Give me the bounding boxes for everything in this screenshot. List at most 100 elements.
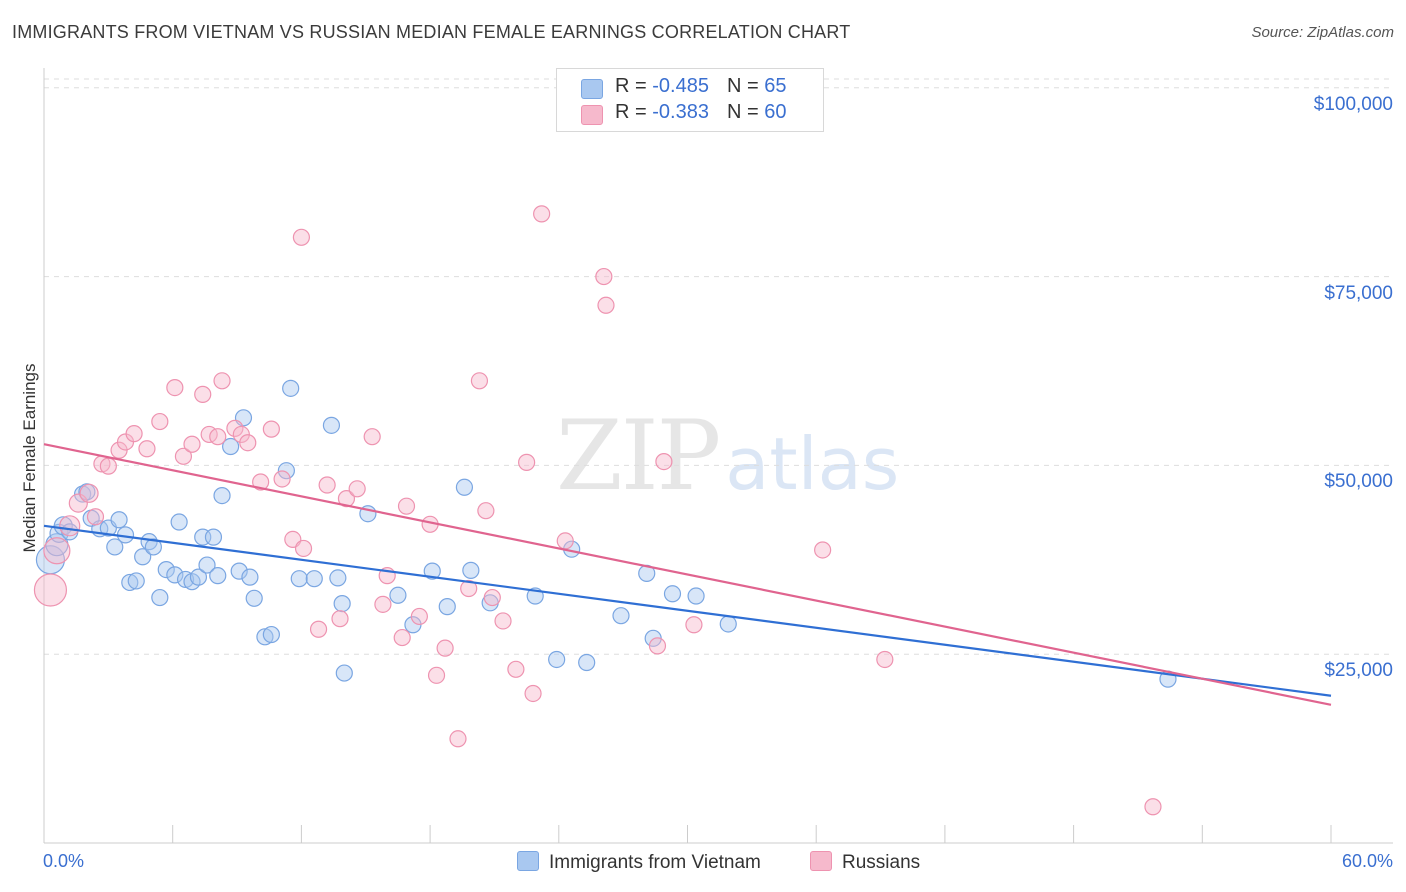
russian-point-53	[556, 532, 574, 550]
russian-point-45	[470, 372, 489, 390]
russian-point-12	[151, 412, 169, 431]
legend-r-value: -0.485	[652, 75, 709, 97]
vietnam-point-51	[462, 561, 480, 579]
russian-point-1	[43, 537, 71, 565]
russian-point-33	[348, 480, 366, 498]
vietnam-point-10	[106, 538, 124, 556]
legend-stats-russian: R = -0.383 N = 60	[615, 101, 786, 124]
russian-point-24	[262, 420, 280, 438]
russian-point-27	[292, 228, 310, 246]
russian-point-18	[209, 428, 227, 446]
vietnam-point-28	[209, 567, 227, 585]
vietnam-point-15	[134, 548, 152, 566]
russian-point-50	[518, 453, 536, 471]
russian-point-38	[397, 497, 416, 515]
russian-point-10	[125, 425, 143, 443]
series-name-russian: Russians	[842, 852, 921, 873]
russian-point-14	[174, 447, 193, 465]
vietnam-point-42	[329, 569, 347, 587]
russian-point-35	[374, 595, 392, 613]
vietnam-point-60	[663, 585, 682, 603]
series-swatch-vietnam	[517, 851, 539, 871]
series-swatch-russian	[810, 851, 832, 871]
russian-point-47	[483, 588, 501, 607]
vietnam-point-18	[151, 588, 169, 607]
series-legend-vietnam: Immigrants from Vietnam	[517, 851, 761, 877]
russian-point-15	[183, 435, 201, 453]
legend-n-value: 60	[764, 101, 787, 123]
russian-point-61	[1144, 798, 1162, 816]
russian-point-23	[252, 473, 270, 491]
russian-point-54	[595, 267, 613, 286]
y-tick-label-0: $25,000	[1324, 660, 1393, 682]
vietnam-point-35	[256, 628, 274, 646]
russian-point-32	[337, 490, 356, 508]
russian-point-29	[309, 620, 328, 638]
vietnam-point-41	[322, 416, 341, 434]
russian-point-3	[68, 493, 88, 513]
y-axis-label: Median Female Earnings	[20, 363, 39, 553]
russian-point-43	[449, 730, 467, 748]
russian-point-42	[436, 639, 454, 657]
correlation-legend: R = -0.485 N = 65 R = -0.383 N = 60	[556, 68, 824, 132]
vietnam-point-38	[282, 379, 300, 397]
vietnam-point-21	[170, 513, 188, 531]
x-tick-label-min: 0.0%	[43, 851, 85, 871]
vietnam-point-3	[53, 516, 73, 536]
russian-point-20	[226, 419, 244, 437]
vietnam-point-33	[241, 568, 259, 586]
russian-point-16	[194, 385, 212, 403]
russian-point-2	[59, 515, 81, 537]
vietnam-point-14	[127, 572, 145, 590]
trend-line-russian	[43, 443, 1332, 706]
vietnam-point-50	[455, 478, 474, 496]
vietnam-point-20	[166, 566, 184, 584]
trend-line-vietnam	[43, 524, 1332, 697]
vietnam-point-49	[438, 598, 456, 616]
russian-point-41	[427, 666, 446, 684]
watermark-zip: ZIP	[556, 400, 721, 512]
vietnam-point-13	[121, 573, 139, 592]
legend-r-label: R =	[615, 101, 653, 123]
vietnam-point-46	[389, 586, 407, 604]
y-tick-label-3: $100,000	[1313, 93, 1393, 115]
vietnam-point-37	[277, 462, 295, 480]
russian-point-13	[166, 378, 184, 397]
vietnam-point-17	[144, 538, 162, 556]
legend-n-value: 65	[764, 75, 787, 97]
russian-point-5	[86, 508, 105, 526]
vietnam-point-40	[305, 570, 323, 588]
trend-lines	[43, 443, 1332, 706]
vietnam-point-44	[335, 664, 353, 682]
vietnam-point-22	[176, 570, 195, 589]
legend-r-value: -0.383	[652, 101, 709, 123]
series-name-vietnam: Immigrants from Vietnam	[549, 852, 761, 873]
russian-point-44	[460, 579, 478, 598]
vietnam-point-27	[204, 528, 223, 546]
series-russian-points	[33, 205, 1162, 816]
russian-point-30	[318, 476, 336, 494]
chart-title: IMMIGRANTS FROM VIETNAM VS RUSSIAN MEDIA…	[12, 22, 851, 42]
russian-point-25	[273, 470, 291, 488]
russian-point-59	[814, 541, 832, 559]
vietnam-point-26	[198, 556, 216, 574]
legend-r-label: R =	[615, 75, 653, 97]
series-legend-russian: Russians	[810, 851, 920, 877]
russian-point-28	[294, 539, 313, 558]
vietnam-point-24	[189, 568, 208, 586]
russian-point-31	[331, 610, 349, 628]
legend-swatch-vietnam	[581, 79, 603, 99]
legend-n-label: N =	[726, 101, 765, 123]
russian-point-48	[494, 612, 512, 630]
y-tick-label-1: $50,000	[1324, 471, 1393, 493]
vietnam-point-61	[687, 587, 705, 605]
russian-point-11	[138, 440, 156, 458]
vietnam-point-48	[423, 562, 441, 580]
russian-point-46	[477, 502, 495, 520]
watermark-atlas: atlas	[725, 422, 900, 506]
vietnam-point-56	[578, 653, 596, 672]
legend-stats-vietnam: R = -0.485 N = 65	[615, 75, 786, 98]
russian-point-39	[410, 607, 428, 626]
vietnam-point-36	[262, 625, 280, 644]
